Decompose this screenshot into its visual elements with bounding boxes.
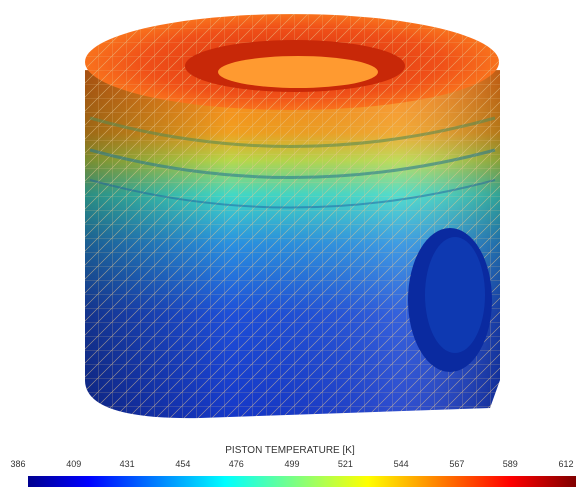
colorbar-tick-label: 499 xyxy=(284,459,299,469)
colorbar-tick-label: 567 xyxy=(449,459,464,469)
colorbar-tick-label: 589 xyxy=(503,459,518,469)
colorbar-tick-label: 454 xyxy=(175,459,190,469)
page: PISTON TEMPERATURE [K] 386 409 431 454 476 49… xyxy=(0,0,584,487)
colorbar xyxy=(28,476,576,487)
colorbar-tick-label: 612 xyxy=(558,459,573,469)
colorbar-tick-label: 544 xyxy=(394,459,409,469)
colorbar-title: PISTON TEMPERATURE [K] xyxy=(225,445,355,456)
piston-view: PISTON TEMPERATURE [K] 386 409 431 454 476 49… xyxy=(0,0,584,487)
colorbar-tick-label: 431 xyxy=(120,459,135,469)
piston xyxy=(85,14,500,418)
colorbar-tick-label: 409 xyxy=(66,459,81,469)
colorbar-tick-label: 386 xyxy=(10,459,25,469)
colorbar-tick-label: 476 xyxy=(229,459,244,469)
colorbar-tick-label: 521 xyxy=(338,459,353,469)
